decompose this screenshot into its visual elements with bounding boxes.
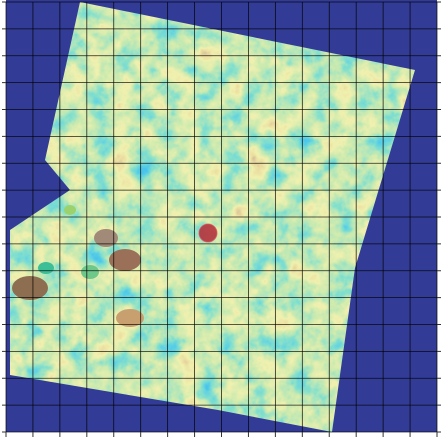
island bbox=[81, 265, 99, 279]
island bbox=[94, 229, 118, 247]
marker-icon bbox=[199, 224, 217, 242]
coastal-islands bbox=[12, 205, 144, 327]
grid-lines bbox=[5, 1, 438, 433]
marker-ring bbox=[198, 223, 218, 243]
island bbox=[12, 276, 48, 300]
island bbox=[64, 205, 76, 215]
island bbox=[38, 262, 54, 274]
crater-marker bbox=[198, 223, 218, 243]
island bbox=[109, 249, 141, 271]
axis-ticks bbox=[2, 1, 441, 437]
island bbox=[116, 309, 144, 327]
